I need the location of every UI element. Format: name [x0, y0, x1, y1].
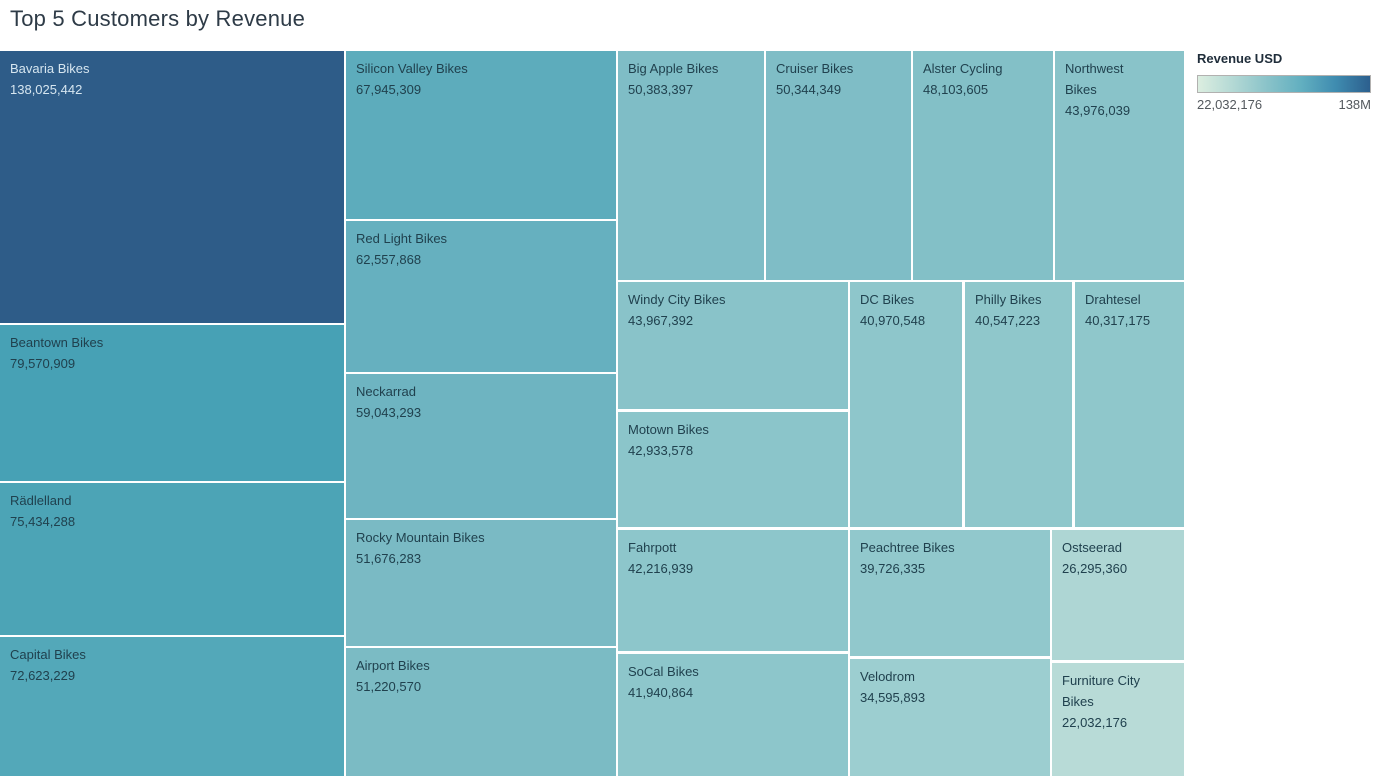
tile-value: 51,220,570 [356, 679, 422, 694]
tile-value: 50,383,397 [628, 82, 694, 97]
treemap-tile[interactable]: SoCal Bikes 41,940,864 [618, 654, 848, 776]
tile-label: Furniture City Bikes [1062, 673, 1141, 709]
treemap-tile[interactable]: Cruiser Bikes 50,344,349 [766, 51, 911, 280]
treemap-tile[interactable]: Drahtesel 40,317,175 [1075, 282, 1184, 527]
treemap-tile[interactable]: Big Apple Bikes 50,383,397 [618, 51, 764, 280]
tile-value: 42,933,578 [628, 443, 694, 458]
treemap-tile[interactable]: Bavaria Bikes 138,025,442 [0, 51, 344, 323]
treemap-tile[interactable]: Ostseerad 26,295,360 [1052, 530, 1184, 660]
tile-value: 39,726,335 [860, 561, 926, 576]
chart-title: Top 5 Customers by Revenue [10, 6, 306, 31]
tile-label: Red Light Bikes [356, 231, 448, 246]
tile-label: Big Apple Bikes [628, 61, 719, 76]
treemap-tile[interactable]: Airport Bikes 51,220,570 [346, 648, 616, 776]
tile-label: SoCal Bikes [628, 664, 699, 679]
treemap-tile[interactable]: Peachtree Bikes 39,726,335 [850, 530, 1050, 656]
tile-label: Silicon Valley Bikes [356, 61, 468, 76]
legend-labels: 22,032,176 138M [1197, 97, 1371, 112]
treemap-tile[interactable]: Philly Bikes 40,547,223 [965, 282, 1072, 527]
legend-gradient-bar[interactable] [1197, 75, 1371, 93]
tile-label: Peachtree Bikes [860, 540, 955, 555]
tile-value: 42,216,939 [628, 561, 694, 576]
treemap-tile[interactable]: Rädlelland 75,434,288 [0, 483, 344, 635]
tile-value: 67,945,309 [356, 82, 422, 97]
tile-label: Windy City Bikes [628, 292, 726, 307]
tile-label: Northwest Bikes [1065, 61, 1124, 97]
tile-value: 43,976,039 [1065, 103, 1131, 118]
tile-value: 62,557,868 [356, 252, 422, 267]
treemap-tile[interactable]: Northwest Bikes 43,976,039 [1055, 51, 1184, 280]
treemap-tile[interactable]: Rocky Mountain Bikes 51,676,283 [346, 520, 616, 646]
tile-label: Bavaria Bikes [10, 61, 90, 76]
tile-value: 51,676,283 [356, 551, 422, 566]
tile-label: Motown Bikes [628, 422, 709, 437]
tile-label: Rocky Mountain Bikes [356, 530, 485, 545]
tile-label: Ostseerad [1062, 540, 1122, 555]
tile-label: Cruiser Bikes [776, 61, 854, 76]
tile-label: Capital Bikes [10, 647, 86, 662]
treemap-tile[interactable]: Windy City Bikes 43,967,392 [618, 282, 848, 409]
tile-label: Philly Bikes [975, 292, 1042, 307]
treemap-tile[interactable]: Capital Bikes 72,623,229 [0, 637, 344, 776]
tile-label: Airport Bikes [356, 658, 430, 673]
tile-label: Fahrpott [628, 540, 677, 555]
tile-value: 43,967,392 [628, 313, 694, 328]
tile-value: 48,103,605 [923, 82, 989, 97]
tile-label: DC Bikes [860, 292, 915, 307]
tile-label: Rädlelland [10, 493, 72, 508]
treemap-tile[interactable]: DC Bikes 40,970,548 [850, 282, 962, 527]
tile-label: Neckarrad [356, 384, 416, 399]
tile-value: 40,317,175 [1085, 313, 1151, 328]
tile-value: 72,623,229 [10, 668, 76, 683]
treemap-tile[interactable]: Fahrpott 42,216,939 [618, 530, 848, 651]
tile-label: Alster Cycling [923, 61, 1003, 76]
tile-value: 59,043,293 [356, 405, 422, 420]
treemap-tile[interactable]: Beantown Bikes 79,570,909 [0, 325, 344, 481]
tile-value: 40,970,548 [860, 313, 926, 328]
tile-value: 138,025,442 [10, 82, 83, 97]
tile-label: Drahtesel [1085, 292, 1141, 307]
tile-value: 75,434,288 [10, 514, 76, 529]
treemap-tile[interactable]: Silicon Valley Bikes 67,945,309 [346, 51, 616, 219]
treemap-tile[interactable]: Velodrom 34,595,893 [850, 659, 1050, 776]
treemap-tile[interactable]: Alster Cycling 48,103,605 [913, 51, 1053, 280]
color-legend: Revenue USD 22,032,176 138M [1197, 51, 1371, 112]
tile-value: 26,295,360 [1062, 561, 1128, 576]
treemap-tile[interactable]: Red Light Bikes 62,557,868 [346, 221, 616, 372]
treemap-tile[interactable]: Neckarrad 59,043,293 [346, 374, 616, 518]
legend-title: Revenue USD [1197, 51, 1283, 66]
tile-value: 41,940,864 [628, 685, 694, 700]
tile-value: 34,595,893 [860, 690, 926, 705]
treemap-tile[interactable]: Furniture City Bikes 22,032,176 [1052, 663, 1184, 776]
tile-value: 50,344,349 [776, 82, 842, 97]
tile-value: 22,032,176 [1062, 715, 1128, 730]
legend-max-label: 138M [1338, 97, 1371, 112]
tile-label: Beantown Bikes [10, 335, 104, 350]
tile-value: 40,547,223 [975, 313, 1041, 328]
legend-min-label: 22,032,176 [1197, 97, 1263, 112]
tile-label: Velodrom [860, 669, 915, 684]
treemap-tile[interactable]: Motown Bikes 42,933,578 [618, 412, 848, 527]
tile-value: 79,570,909 [10, 356, 76, 371]
